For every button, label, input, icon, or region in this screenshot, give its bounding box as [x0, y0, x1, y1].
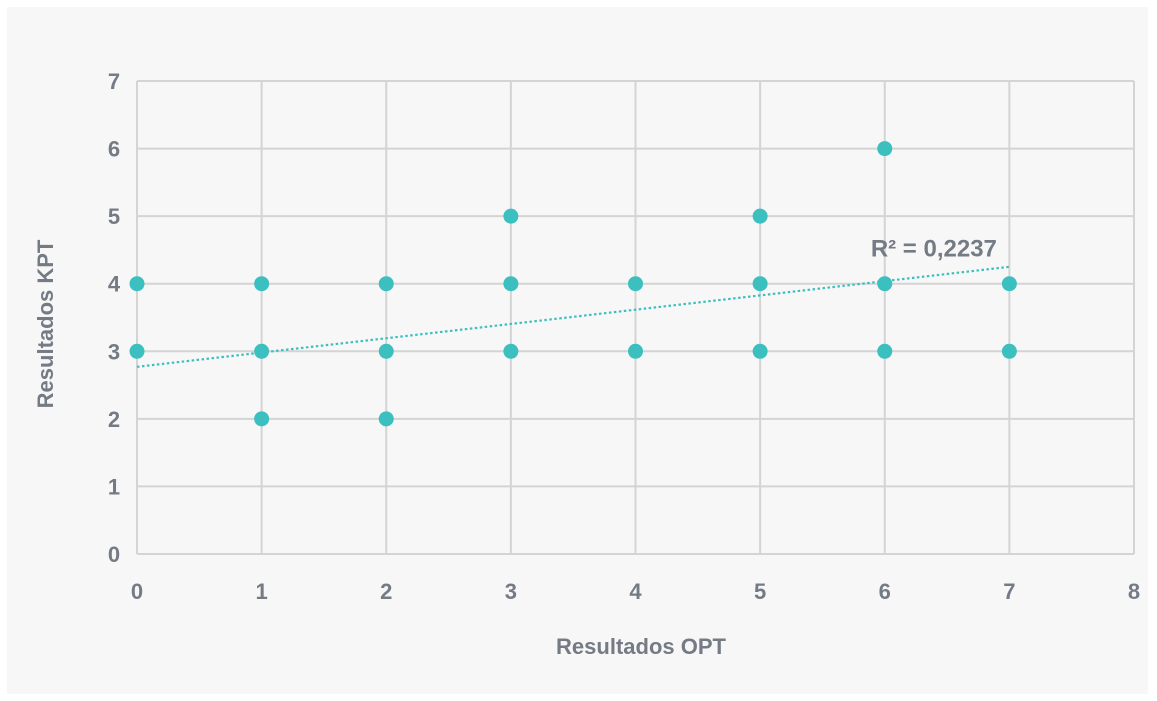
y-tick-label: 5 [108, 204, 120, 229]
trendline-group: R² = 0,2237 [136, 236, 1010, 368]
y-tick-label: 3 [108, 339, 120, 364]
x-tick-label: 1 [256, 579, 268, 604]
scatter-point [254, 343, 270, 359]
r-squared-label: R² = 0,2237 [871, 236, 997, 263]
y-tick-label: 6 [108, 137, 120, 162]
y-tick-label: 2 [108, 407, 120, 432]
scatter-point [628, 343, 643, 359]
x-tick-labels: 0 1 2 3 4 5 6 7 8 [131, 579, 1140, 604]
scatter-point [378, 276, 394, 292]
axes [136, 81, 1134, 555]
scatter-point [254, 276, 270, 292]
scatter-point [752, 208, 768, 224]
scatter-point [378, 343, 394, 359]
scatter-point [503, 276, 519, 292]
scatter-point [1001, 343, 1017, 359]
chart-area: 0 1 2 3 4 5 6 7 8 0 1 2 3 4 5 6 7 R² = 0,2237 Resultado… [7, 7, 1148, 694]
scatter-point [129, 276, 145, 292]
y-tick-label: 1 [108, 474, 120, 499]
scatter-point [877, 276, 893, 292]
scatter-point [877, 343, 893, 359]
x-tick-label: 6 [879, 579, 891, 604]
x-tick-label: 7 [1003, 579, 1015, 604]
y-tick-label: 0 [108, 542, 120, 567]
x-tick-label: 5 [754, 579, 766, 604]
scatter-point [752, 276, 768, 292]
scatter-point [1001, 276, 1017, 292]
scatter-point [129, 343, 145, 359]
trendline [136, 265, 1010, 368]
scatter-point [254, 411, 270, 427]
scatter-point [628, 276, 643, 292]
scatter-point [752, 343, 768, 359]
y-tick-label: 4 [108, 272, 121, 297]
scatter-point [503, 208, 519, 224]
x-tick-label: 0 [131, 579, 143, 604]
y-tick-label: 7 [108, 69, 120, 94]
scatter-point [378, 411, 394, 427]
y-axis-title: Resultados KPT [33, 239, 58, 408]
x-tick-label: 2 [380, 579, 392, 604]
x-tick-label: 4 [629, 579, 642, 604]
x-axis-title: Resultados OPT [556, 634, 726, 659]
scatter-point [503, 343, 519, 359]
data-points [129, 141, 1017, 427]
x-tick-label: 3 [505, 579, 517, 604]
grid-lines [137, 80, 1135, 554]
scatter-point [877, 141, 893, 157]
y-tick-labels: 0 1 2 3 4 5 6 7 [108, 69, 121, 567]
scatter-chart: 0 1 2 3 4 5 6 7 8 0 1 2 3 4 5 6 7 R² = 0,2237 Resultado… [33, 69, 1140, 659]
x-tick-label: 8 [1128, 579, 1140, 604]
